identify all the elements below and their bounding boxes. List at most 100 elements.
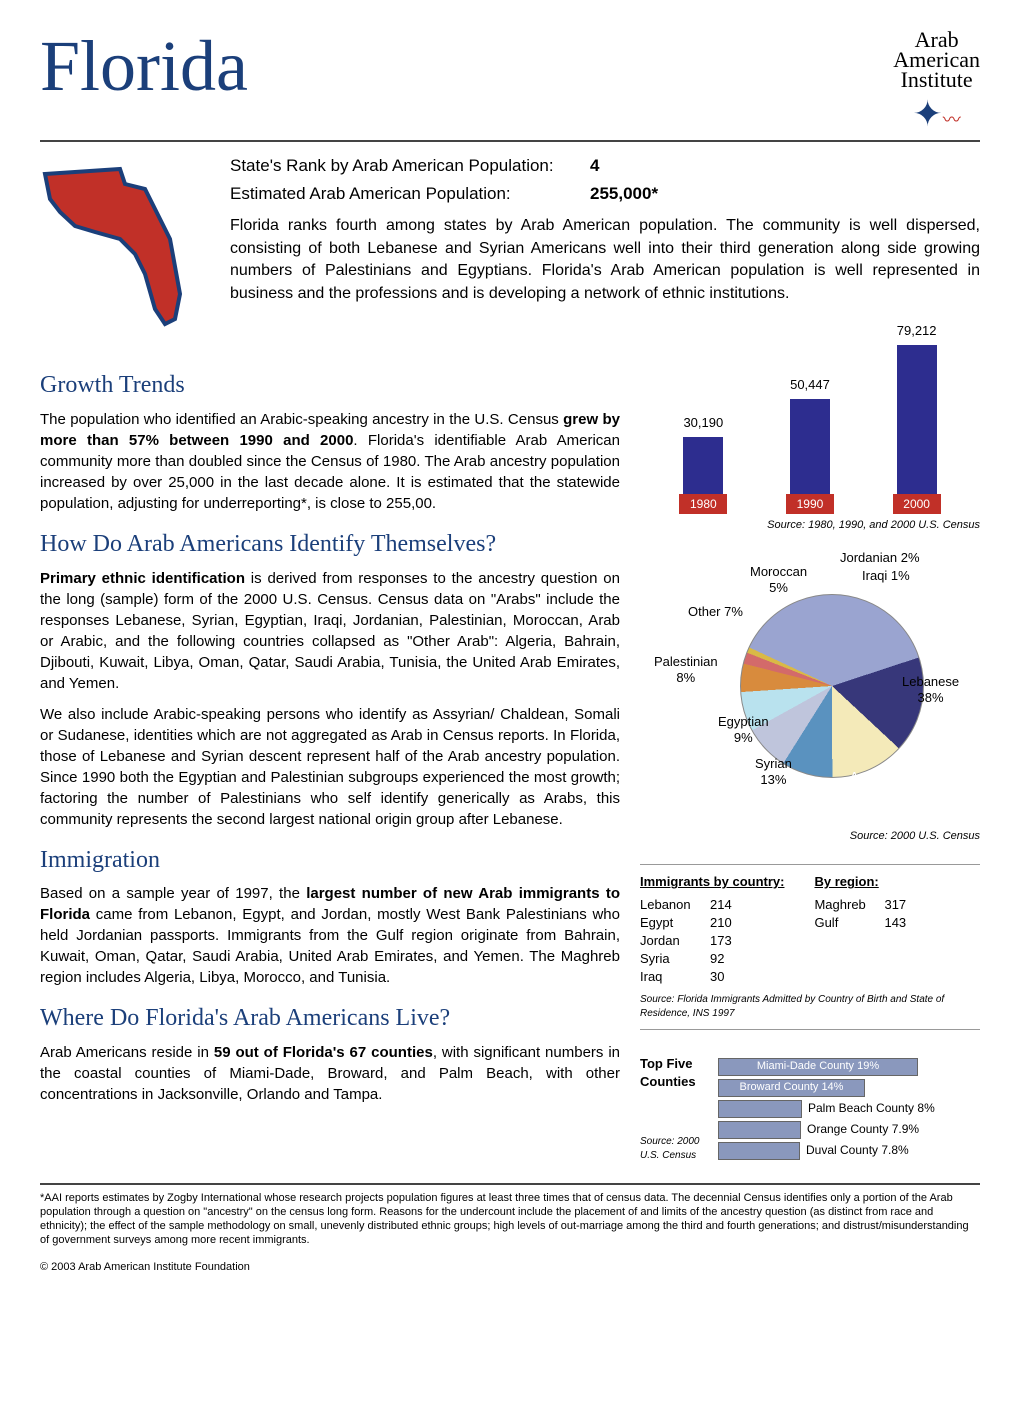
left-column: Growth Trends The population who identif… xyxy=(40,355,620,1162)
pie-slice-label: Lebanese 38% xyxy=(902,674,959,705)
immigration-post: came from Lebanon, Egypt, and Jordan, mo… xyxy=(40,906,620,986)
growth-heading: Growth Trends xyxy=(40,369,620,403)
stat-rank-label: State's Rank by Arab American Population… xyxy=(230,154,590,178)
growth-body: The population who identified an Arabic-… xyxy=(40,409,620,514)
bar-year-label: 2000 xyxy=(893,494,941,515)
county-bar: Broward County 14% xyxy=(718,1079,865,1097)
identify-heading: How Do Arab Americans Identify Themselve… xyxy=(40,528,620,562)
imm-region-name: Maghreb xyxy=(814,896,884,914)
immigrants-table: Immigrants by country: Lebanon214Egypt21… xyxy=(640,864,980,1029)
imm-country-row: Iraq30 xyxy=(640,968,784,986)
logo-text-3: Institute xyxy=(901,67,973,92)
barchart-source: Source: 1980, 1990, and 2000 U.S. Census xyxy=(640,518,980,533)
identify-p1-rest: is derived from responses to the ancestr… xyxy=(40,570,620,692)
bar-value-label: 79,212 xyxy=(897,322,937,340)
imm-country-row: Egypt210 xyxy=(640,914,784,932)
county-bar xyxy=(718,1121,801,1139)
intro-row: State's Rank by Arab American Population… xyxy=(40,154,980,340)
stat-pop-value: 255,000* xyxy=(590,182,658,206)
bar-value-label: 50,447 xyxy=(790,376,830,394)
county-row: Palm Beach County 8% xyxy=(718,1100,960,1118)
flag-wave-icon: 〰 xyxy=(943,110,961,130)
header: Florida Arab American Institute ✦〰 xyxy=(40,30,980,142)
bar-item: 50,447 1990 xyxy=(786,376,834,514)
imm-country-row: Syria92 xyxy=(640,950,784,968)
immigration-heading: Immigration xyxy=(40,844,620,878)
bar-year-label: 1980 xyxy=(679,494,727,515)
county-bar-label: Duval County 7.8% xyxy=(806,1142,909,1159)
where-body: Arab Americans reside in 59 out of Flori… xyxy=(40,1042,620,1105)
county-bar-label: Palm Beach County 8% xyxy=(808,1100,935,1117)
pie-slice-label: Jordanian 2% xyxy=(840,550,920,566)
imm-country-name: Syria xyxy=(640,950,710,968)
pie-source: Source: 2000 U.S. Census xyxy=(850,829,980,844)
imm-region-val: 317 xyxy=(884,896,906,914)
bar-year-label: 1990 xyxy=(786,494,834,515)
imm-country-val: 173 xyxy=(710,932,732,950)
imm-country-name: Egypt xyxy=(640,914,710,932)
identify-p1: Primary ethnic identification is derived… xyxy=(40,568,620,694)
where-pre: Arab Americans reside in xyxy=(40,1044,214,1061)
florida-map xyxy=(40,154,210,340)
footnote-rule: *AAI reports estimates by Zogby Internat… xyxy=(40,1183,980,1248)
county-row: Duval County 7.8% xyxy=(718,1142,960,1160)
imm-region-head: By region: xyxy=(814,873,906,891)
bar xyxy=(897,345,937,494)
footnote-text: *AAI reports estimates by Zogby Internat… xyxy=(40,1191,980,1248)
imm-country-name: Jordan xyxy=(640,932,710,950)
identify-p1-bold: Primary ethnic identification xyxy=(40,570,245,587)
imm-region-row: Gulf143 xyxy=(814,914,906,932)
page-title: Florida xyxy=(40,30,248,102)
county-bar xyxy=(718,1100,802,1118)
stat-rank-value: 4 xyxy=(590,154,599,178)
imm-country-val: 214 xyxy=(710,896,732,914)
imm-region-row: Maghreb317 xyxy=(814,896,906,914)
imm-country-val: 92 xyxy=(710,950,724,968)
bar xyxy=(683,437,723,494)
identify-p2: We also include Arabic-speaking persons … xyxy=(40,704,620,830)
aai-logo: Arab American Institute ✦〰 xyxy=(893,30,980,140)
imm-country-name: Lebanon xyxy=(640,896,710,914)
pie-slice-label: Iraqi 1% xyxy=(862,568,910,584)
pie-slice-label: Syrian 13% xyxy=(755,756,792,787)
counties-chart: Top Five Counties Source: 2000 U.S. Cens… xyxy=(640,1055,960,1163)
star-icon: ✦ xyxy=(913,94,943,134)
counties-source: Source: 2000 U.S. Census xyxy=(640,1135,710,1163)
pie-slice-label: Arab/Arabic 17% xyxy=(850,769,918,800)
imm-region-name: Gulf xyxy=(814,914,884,932)
bar xyxy=(790,399,830,494)
bar-item: 79,212 2000 xyxy=(893,322,941,514)
pie-slice-label: Palestinian 8% xyxy=(654,654,718,685)
intro-text: State's Rank by Arab American Population… xyxy=(230,154,980,340)
bar-value-label: 30,190 xyxy=(683,414,723,432)
imm-country-row: Lebanon214 xyxy=(640,896,784,914)
right-column: 30,190198050,447199079,2122000 Source: 1… xyxy=(640,355,980,1162)
stat-pop-label: Estimated Arab American Population: xyxy=(230,182,590,206)
identity-pie-chart: Lebanese 38% Arab/Arabic 17% Syrian 13% Egy… xyxy=(640,544,980,844)
where-heading: Where Do Florida's Arab Americans Live? xyxy=(40,1002,620,1036)
counties-head: Top Five Counties xyxy=(640,1055,710,1091)
imm-country-name: Iraq xyxy=(640,968,710,986)
county-bar: Miami-Dade County 19% xyxy=(718,1058,918,1076)
pie-slice-label: Moroccan 5% xyxy=(750,564,807,595)
immigration-body: Based on a sample year of 1997, the larg… xyxy=(40,883,620,988)
bar-item: 30,190 1980 xyxy=(679,414,727,514)
county-bar-label: Orange County 7.9% xyxy=(807,1121,919,1138)
county-row: Broward County 14% xyxy=(718,1079,960,1097)
county-row: Orange County 7.9% xyxy=(718,1121,960,1139)
pie-slice-label: Other 7% xyxy=(688,604,743,620)
county-bar xyxy=(718,1142,800,1160)
imm-country-val: 210 xyxy=(710,914,732,932)
county-row: Miami-Dade County 19% xyxy=(718,1058,960,1076)
imm-country-val: 30 xyxy=(710,968,724,986)
pie-slice-label: Egyptian 9% xyxy=(718,714,769,745)
main-content: Growth Trends The population who identif… xyxy=(40,355,980,1162)
imm-source: Source: Florida Immigrants Admitted by C… xyxy=(640,993,980,1021)
intro-paragraph: Florida ranks fourth among states by Ara… xyxy=(230,215,980,305)
growth-bar-chart: 30,190198050,447199079,2122000 Source: 1… xyxy=(640,359,980,534)
copyright: © 2003 Arab American Institute Foundatio… xyxy=(40,1260,980,1275)
immigration-pre: Based on a sample year of 1997, the xyxy=(40,885,306,902)
imm-country-head: Immigrants by country: xyxy=(640,873,784,891)
imm-region-val: 143 xyxy=(884,914,906,932)
where-bold: 59 out of Florida's 67 counties xyxy=(214,1044,433,1061)
